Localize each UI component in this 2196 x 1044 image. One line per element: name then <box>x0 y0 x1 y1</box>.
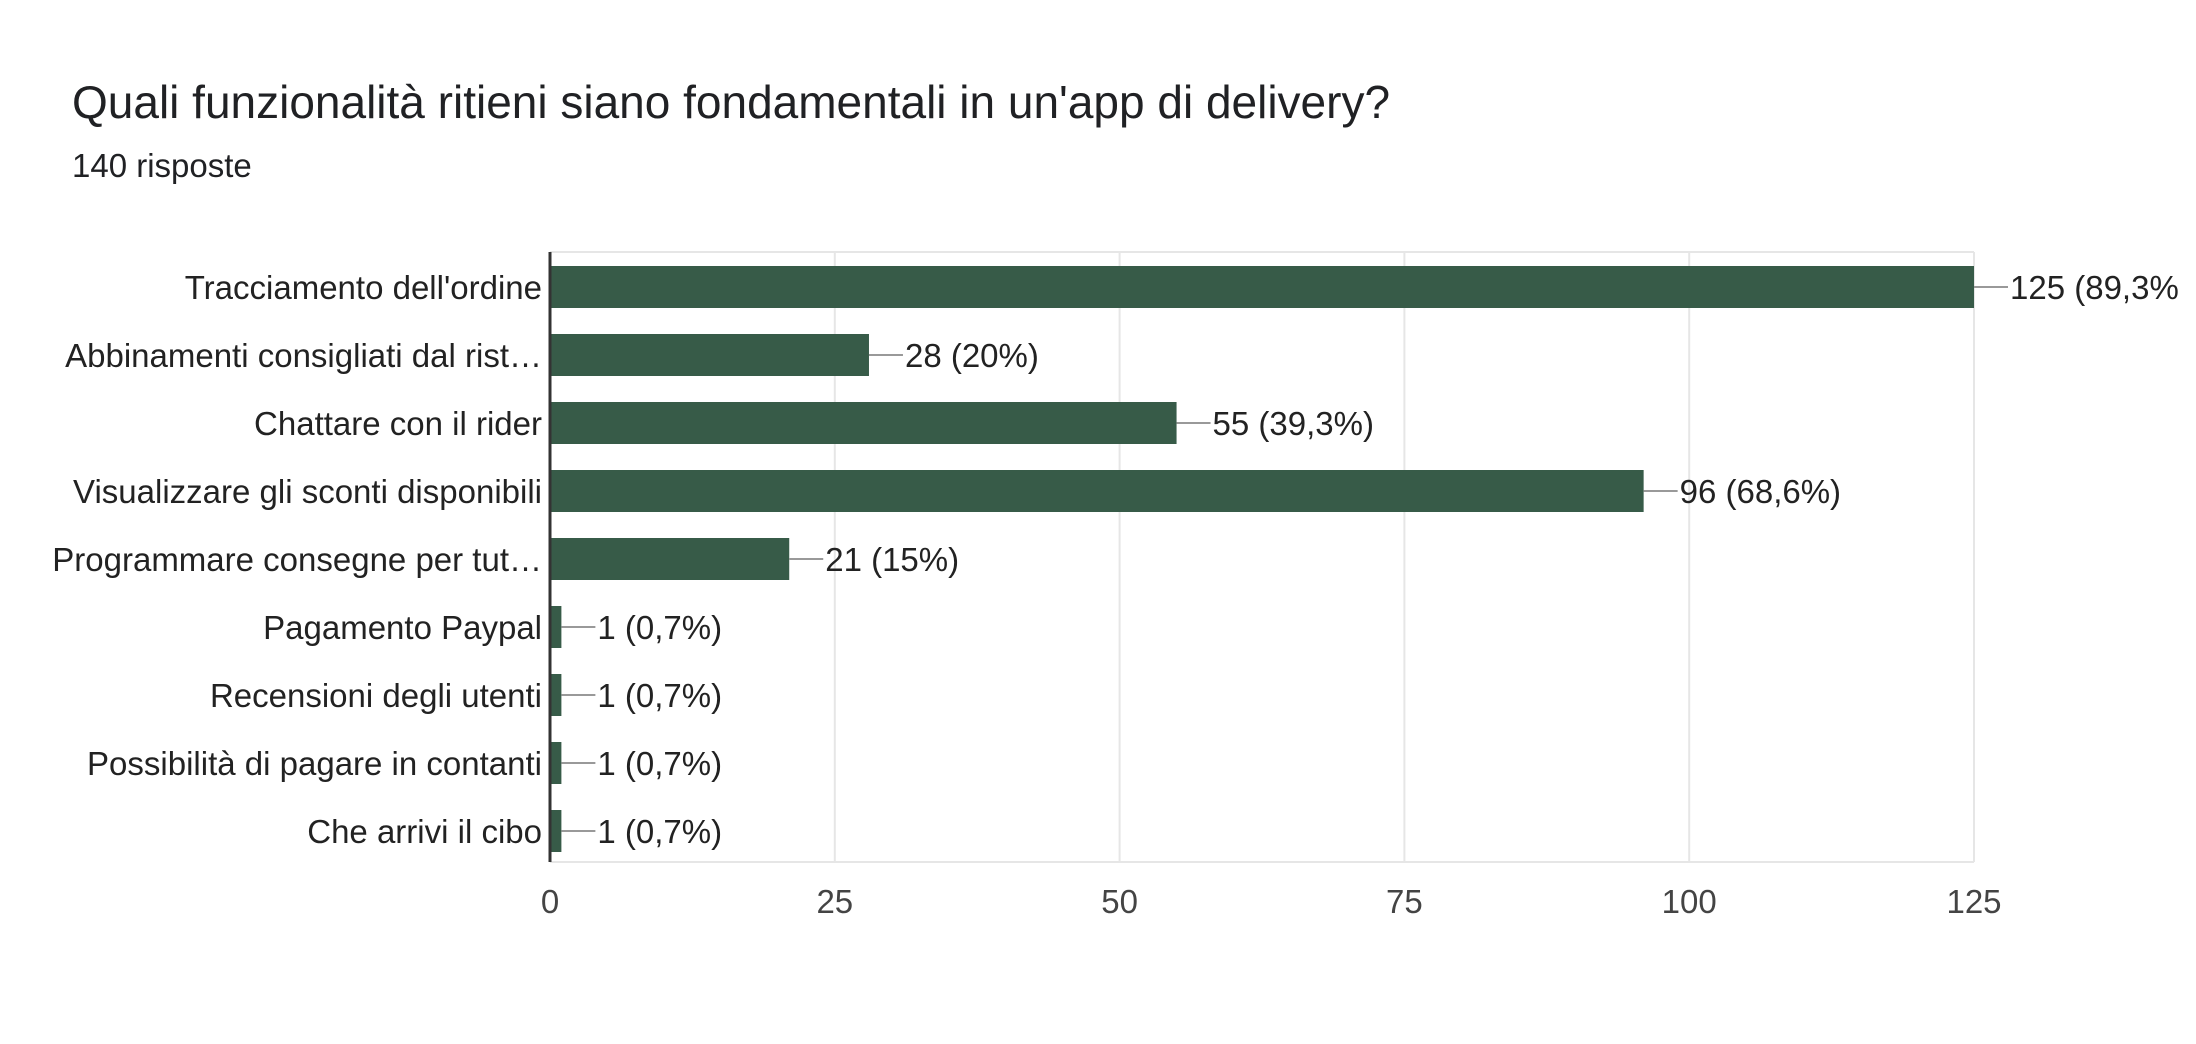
data-label: 21 (15%) <box>825 541 959 578</box>
x-tick-label: 0 <box>541 883 559 920</box>
category-label: Tracciamento dell'ordine <box>185 269 542 306</box>
bar[interactable] <box>550 538 790 580</box>
bars <box>550 266 2008 852</box>
data-label: 1 (0,7%) <box>597 813 722 850</box>
data-label: 1 (0,7%) <box>597 745 722 782</box>
bar[interactable] <box>550 742 562 784</box>
data-label: 28 (20%) <box>905 337 1039 374</box>
bar[interactable] <box>550 266 1974 308</box>
grid-lines <box>550 251 1975 862</box>
category-label: Programmare consegne per tut… <box>52 541 542 578</box>
data-label: 96 (68,6%) <box>1680 473 1841 510</box>
bar[interactable] <box>550 334 869 376</box>
bar[interactable] <box>550 810 562 852</box>
x-tick-label: 100 <box>1662 883 1717 920</box>
x-tick-label: 75 <box>1386 883 1423 920</box>
category-label: Abbinamenti consigliati dal rist… <box>65 337 542 374</box>
axes <box>548 252 1974 863</box>
category-label: Recensioni degli utenti <box>210 677 542 714</box>
category-label: Chattare con il rider <box>254 405 542 442</box>
x-tick-label: 50 <box>1101 883 1138 920</box>
category-label: Possibilità di pagare in contanti <box>87 745 542 782</box>
category-label: Che arrivi il cibo <box>307 813 542 850</box>
bar[interactable] <box>550 470 1644 512</box>
labels: 0 25 50 75 100 125 125 (89,3% Tracciamento dell… <box>52 269 2179 920</box>
data-label: 1 (0,7%) <box>597 609 722 646</box>
bar[interactable] <box>550 606 562 648</box>
category-label: Visualizzare gli sconti disponibili <box>73 473 542 510</box>
data-label: 1 (0,7%) <box>597 677 722 714</box>
response-count: 140 risposte <box>72 147 252 184</box>
bar[interactable] <box>550 402 1177 444</box>
data-label: 125 (89,3% <box>2010 269 2179 306</box>
x-tick-label: 25 <box>816 883 853 920</box>
data-label: 55 (39,3%) <box>1213 405 1374 442</box>
bar[interactable] <box>550 674 562 716</box>
x-tick-label: 125 <box>1946 883 2001 920</box>
chart-title: Quali funzionalità ritieni siano fondame… <box>72 76 1391 128</box>
category-label: Pagamento Paypal <box>263 609 542 646</box>
